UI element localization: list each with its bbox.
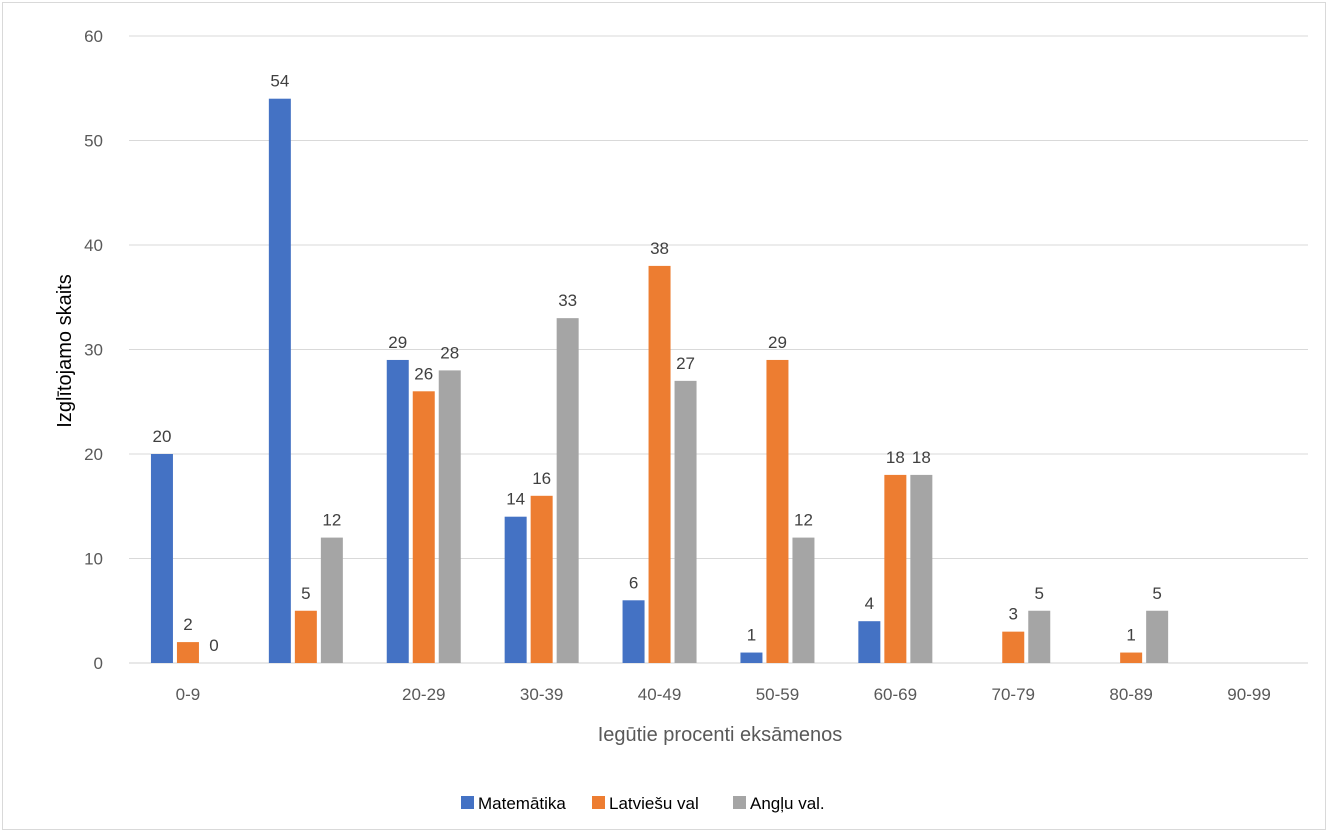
data-label: 1 [747,626,756,645]
data-label: 12 [322,511,341,530]
bar [1028,610,1051,663]
legend-label: Latviešu val [609,794,699,813]
data-label: 28 [440,343,459,362]
x-tick-label: 40-49 [638,685,681,704]
bar [622,600,645,663]
data-label: 20 [152,427,171,446]
y-tick-label: 0 [94,654,103,673]
bar [1120,652,1143,663]
y-tick-label: 60 [84,27,103,46]
legend-swatch [461,796,474,809]
x-tick-label: 0-9 [176,685,201,704]
data-label: 3 [1009,605,1018,624]
bar [556,318,579,663]
legend: Matemātika Latviešu val Angļu val. [461,794,825,813]
data-label: 5 [1152,584,1161,603]
data-label: 0 [209,636,218,655]
bar [268,98,291,663]
data-label: 14 [506,490,525,509]
legend-swatch [733,796,746,809]
bar [740,652,763,663]
y-tick-label: 10 [84,550,103,569]
data-label: 26 [414,364,433,383]
bar [1146,610,1169,663]
x-tick-label: 50-59 [756,685,799,704]
bar [412,391,435,663]
data-label: 29 [768,333,787,352]
legend-label: Matemātika [478,794,566,813]
bar [386,359,409,663]
bar [792,537,815,663]
x-axis-ticks: 0-9 20-29 30-39 40-49 50-59 60-69 70-79 80-89 90… [176,685,1271,704]
data-label: 18 [912,448,931,467]
bar [648,265,671,663]
bar [320,537,343,663]
data-label: 38 [650,239,669,258]
bars [150,98,1169,663]
bar [530,495,553,663]
y-tick-label: 50 [84,132,103,151]
data-label: 1 [1126,626,1135,645]
bar [766,359,789,663]
bar [438,370,461,663]
x-tick-label: 90-99 [1227,685,1270,704]
gridlines [129,35,1308,664]
y-tick-label: 20 [84,445,103,464]
bar [504,516,527,663]
x-tick-label: 60-69 [874,685,917,704]
bar [910,474,933,663]
data-label: 5 [301,584,310,603]
y-axis-title: Izglītojamo skaits [54,274,76,427]
bar [674,380,697,663]
data-label: 54 [270,72,289,91]
x-axis-title: Iegūtie procenti eksāmenos [598,724,843,746]
y-tick-label: 30 [84,341,103,360]
data-label: 16 [532,469,551,488]
x-tick-label: 30-39 [520,685,563,704]
data-label: 4 [865,594,874,613]
data-label: 18 [886,448,905,467]
bar [176,642,199,663]
legend-label: Angļu val. [750,794,825,813]
bar [294,610,317,663]
x-tick-label: 70-79 [992,685,1035,704]
bar [1002,631,1025,663]
bar [884,474,907,663]
data-label: 33 [558,291,577,310]
data-label: 12 [794,511,813,530]
legend-swatch [592,796,605,809]
data-label: 29 [388,333,407,352]
bar [150,454,173,663]
y-tick-label: 40 [84,236,103,255]
data-label: 6 [629,573,638,592]
y-axis-ticks: 0 10 20 30 40 50 60 [84,27,103,673]
x-tick-label: 20-29 [402,685,445,704]
data-label: 2 [183,615,192,634]
bar [858,621,881,663]
x-tick-label: 80-89 [1109,685,1152,704]
data-label: 27 [676,354,695,373]
data-label: 5 [1035,584,1044,603]
